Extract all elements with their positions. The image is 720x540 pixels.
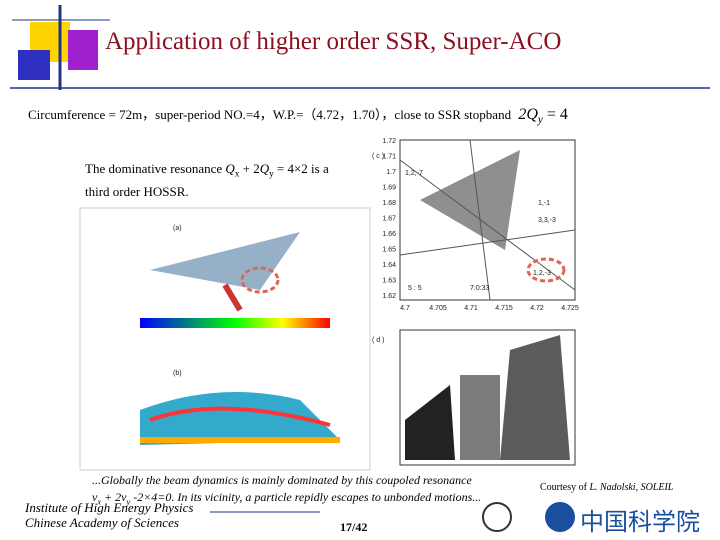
text: y [269, 168, 274, 179]
figure-label: (a) [173, 225, 182, 232]
tick-label: 1.68 [382, 200, 396, 207]
square-blue [18, 50, 50, 80]
tick-label: 4.715 [495, 305, 513, 312]
tick-label: 1.71 [382, 154, 396, 161]
note-line: The dominative resonance Qx + 2Qy = 4×2 … [85, 160, 329, 183]
tick-label: 4.725 [561, 305, 579, 312]
text: = 4×2 is a [273, 161, 329, 176]
caption-line: νx + 2νy -2×4=0. In its vicinity, a part… [92, 489, 481, 510]
text: ν [121, 490, 127, 504]
figure-map [149, 406, 331, 427]
tick-label: 1.69 [382, 185, 396, 192]
logo [482, 502, 512, 532]
tick-label: 3,3,-3 [538, 217, 556, 224]
tick-label: 1.67 [382, 216, 396, 223]
tick-label: 1.65 [382, 247, 396, 254]
credit: Courtesy of L. Nadolski, SOLEIL [540, 482, 673, 493]
text: Q [259, 161, 270, 176]
tick-label: 4.705 [429, 305, 447, 312]
tick-label: 4.71 [464, 305, 478, 312]
formula-part: y [537, 114, 543, 127]
tick-label: 7:0:33 [470, 285, 490, 292]
text: Institute of High Energy Physics [25, 500, 194, 515]
text: + 2 [239, 161, 260, 176]
caption-line: ...Globally the beam dynamics is mainly … [92, 473, 472, 487]
text: The dominative resonance [85, 161, 226, 176]
tick-label: 1.72 [382, 138, 396, 145]
text: -2×4=0. In its vicinity, a particle repi… [130, 490, 482, 504]
cas-logo: 中国科学院 [580, 508, 700, 536]
page-number: 17/42 [340, 520, 368, 534]
resonance-line [469, 139, 491, 301]
text: y [126, 497, 131, 507]
tick-label: 1.63 [382, 278, 396, 285]
tick-label: 1,2,-3 [533, 270, 551, 277]
square-purple [68, 30, 98, 70]
text: Q [225, 161, 235, 176]
tick-label: 4.7 [400, 305, 410, 312]
note-line: third order HOSSR. [85, 183, 189, 199]
tick-label: 1.62 [382, 293, 396, 300]
figure-scatter [222, 283, 243, 312]
formula: 2Qy = 4 [518, 106, 568, 127]
text: ν [92, 490, 98, 504]
figure-scatter [150, 232, 300, 290]
figure-label: ( d ) [372, 337, 384, 344]
institute: Institute of High Energy Physics Chinese… [25, 500, 194, 530]
figure-density [460, 375, 500, 460]
intro-text: Circumference = 72m，super-period NO.=4，W… [28, 107, 512, 122]
text: x [234, 168, 240, 179]
figure-label: ( c ) [372, 153, 384, 160]
tick-label: 1,-1 [538, 200, 550, 207]
figure-density [405, 385, 455, 460]
tick-label: 1.66 [382, 231, 396, 238]
figure-density [500, 335, 570, 460]
figure-map [140, 392, 340, 445]
intro: Circumference = 72m，super-period NO.=4，W… [28, 104, 568, 126]
tick-label: 5 : 5 [408, 285, 422, 292]
tick-label: 1.64 [382, 262, 396, 269]
figure-scatter [420, 150, 520, 250]
colorbar [140, 318, 330, 328]
text: Courtesy of [540, 482, 590, 493]
resonance-line [399, 159, 576, 291]
resonance-line [399, 229, 576, 256]
tick-label: 1.7 [386, 169, 396, 176]
text: + 2 [101, 490, 122, 504]
text: L. Nadolski, SOLEIL [589, 482, 674, 493]
tick-label: 4.72 [530, 305, 544, 312]
formula-part: 2Q [518, 106, 538, 123]
highlight [240, 266, 280, 294]
caption: ...Globally the beam dynamics is mainly … [92, 472, 481, 510]
note: The dominative resonance Qx + 2Qy = 4×2 … [85, 160, 329, 201]
formula-part: = 4 [542, 106, 568, 123]
highlight [526, 257, 566, 283]
logo [545, 502, 575, 532]
tick-label: 1,2,-7 [405, 170, 423, 177]
text: x [97, 497, 102, 507]
title: Application of higher order SSR, Super-A… [105, 28, 562, 55]
figure-label: (b) [173, 370, 182, 377]
figure-ticks: 1.72 1.71 1.7 1.69 1.68 1.67 1.66 1.65 1.64 1.63 1… [382, 138, 578, 312]
text: Chinese Academy of Sciences [25, 515, 179, 530]
